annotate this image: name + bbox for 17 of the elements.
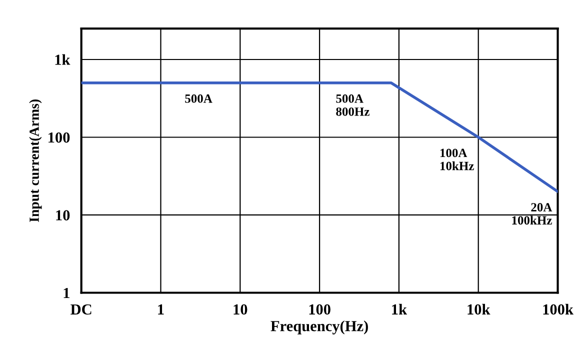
y-axis-title: Input current(Arms) bbox=[29, 99, 42, 222]
y-tick-label: 1 bbox=[64, 288, 70, 298]
x-tick-label: DC bbox=[70, 304, 92, 315]
x-axis-title: Frequency(Hz) bbox=[270, 320, 368, 334]
annotation: 500A bbox=[185, 94, 212, 103]
y-tick-label: 100 bbox=[48, 132, 70, 143]
y-tick-label: 1k bbox=[55, 54, 70, 65]
x-tick-label: 1 bbox=[158, 304, 164, 314]
annotation: 100A 10kHz bbox=[440, 148, 474, 170]
x-tick-label: 1k bbox=[392, 304, 407, 314]
x-tick-label: 100k bbox=[543, 304, 574, 315]
y-tick-label: 10 bbox=[56, 210, 70, 220]
x-tick-label: 100 bbox=[309, 304, 330, 315]
x-tick-label: 10 bbox=[234, 304, 248, 315]
x-tick-label: 10k bbox=[468, 304, 490, 315]
annotation: 20A 100kHz bbox=[512, 203, 552, 225]
annotation: 500A 800Hz bbox=[336, 94, 370, 116]
